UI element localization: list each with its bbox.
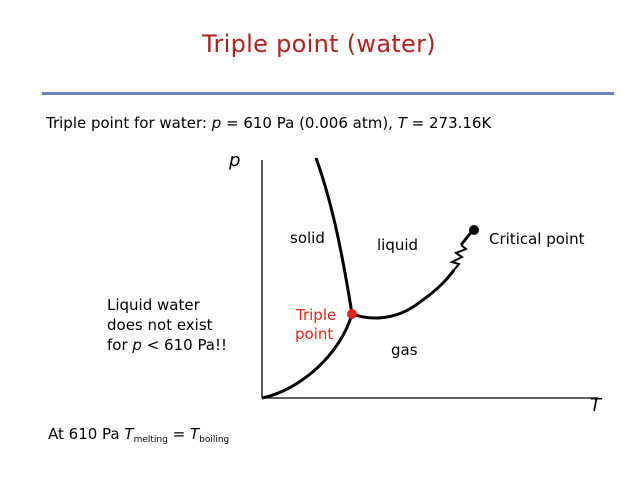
t-melting-symbol: T: [124, 425, 134, 443]
region-label-liquid: liquid: [377, 236, 418, 254]
note-line-3: for p < 610 Pa!!: [107, 335, 227, 355]
vaporization-curve-zigzag: [449, 244, 468, 271]
liquid-water-note: Liquid water does not exist for p < 610 …: [107, 295, 227, 355]
info-p-value: = 610 Pa (0.006 atm),: [221, 114, 398, 132]
critical-point-label: Critical point: [489, 230, 585, 248]
region-label-gas: gas: [391, 341, 418, 359]
note-line-3-suffix: < 610 Pa!!: [141, 336, 228, 354]
melting-boiling-equation: At 610 Pa Tmelting = Tboiling: [48, 425, 229, 445]
critical-point-marker: [469, 225, 479, 235]
vaporization-curve: [351, 269, 456, 320]
y-axis-label: p: [228, 150, 240, 171]
triple-point-info: Triple point for water: p = 610 Pa (0.00…: [46, 114, 491, 132]
triple-point-marker: [347, 309, 357, 319]
triple-point-label-line1: Triple: [295, 306, 336, 324]
melting-subscript: melting: [133, 435, 168, 445]
note-line-1: Liquid water: [107, 296, 200, 314]
note-p-symbol: p: [132, 336, 142, 354]
note-line-3-prefix: for: [107, 336, 133, 354]
title-divider: [42, 92, 614, 95]
info-p-symbol: p: [211, 114, 222, 132]
note-line-2: does not exist: [107, 316, 213, 334]
x-axis-label: T: [590, 395, 603, 416]
info-prefix: Triple point for water:: [46, 114, 212, 132]
region-label-solid: solid: [290, 229, 325, 247]
info-t-symbol: T: [397, 114, 407, 132]
equation-prefix: At 610 Pa: [48, 425, 125, 443]
equals-sign: =: [167, 425, 190, 443]
sublimation-curve: [261, 313, 354, 400]
melting-curve: [314, 157, 354, 315]
triple-point-label-line2: point: [295, 325, 333, 343]
info-t-value: = 273.16K: [406, 114, 492, 132]
boiling-subscript: boiling: [199, 435, 230, 445]
t-boiling-symbol: T: [189, 425, 200, 443]
slide-title: Triple point (water): [202, 30, 436, 58]
